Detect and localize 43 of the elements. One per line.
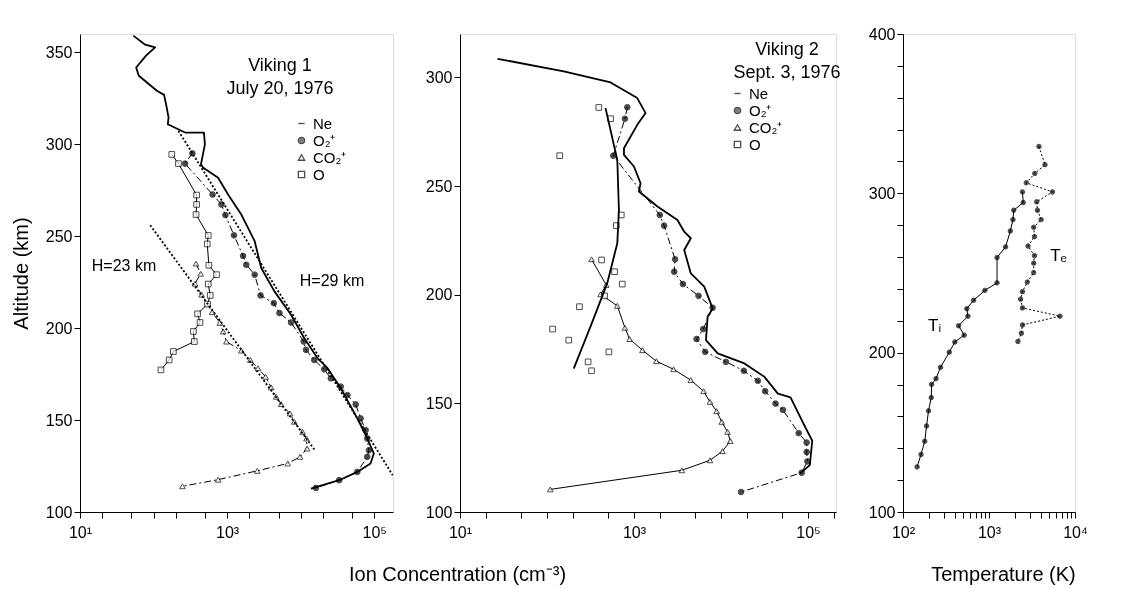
x-tick-label: 10³	[622, 523, 647, 541]
x-tick-label: 10¹	[68, 523, 93, 541]
x-axis-title: Temperature (K)	[931, 562, 1076, 585]
y-tick-label: 350	[45, 43, 73, 61]
legend-label: Ne	[749, 84, 769, 102]
y-tick-label: 250	[425, 177, 453, 195]
y-tick-label: 200	[868, 344, 896, 362]
legend-label: CO₂⁺	[313, 148, 347, 166]
chart-title: Viking 2	[755, 39, 819, 59]
text: Sept. 3, 1976	[733, 62, 841, 82]
y-tick-label: 150	[425, 394, 453, 412]
x-tick-label: 10³	[977, 523, 1002, 541]
annotation: H=23 km	[91, 257, 157, 274]
y-tick-label: 300	[425, 68, 453, 86]
x-tick-label: 10⁵	[796, 523, 821, 541]
y-tick-label: 200	[45, 319, 73, 337]
legend-label: Ne	[313, 114, 333, 132]
y-tick-label: 400	[868, 25, 896, 43]
y-axis-title: Altitude (km)	[9, 217, 32, 330]
x-axis-title: Ion Concentration (cm⁻³)	[348, 562, 567, 585]
series-label: Tᵢ	[928, 315, 942, 335]
x-tick-label: 10⁴	[1063, 523, 1088, 541]
series-label: Tₑ	[1050, 245, 1067, 265]
y-tick-label: 150	[45, 411, 73, 429]
text: July 20, 1976	[226, 78, 334, 98]
legend-label: O	[313, 165, 325, 183]
y-tick-label: 200	[425, 286, 453, 304]
y-tick-label: 300	[868, 184, 896, 202]
legend-label: O	[749, 135, 761, 153]
y-tick-label: 100	[45, 503, 73, 521]
legend-label: O₂⁺	[749, 101, 772, 119]
text: Viking 1	[248, 55, 312, 75]
x-tick-label: 10¹	[448, 523, 473, 541]
annotation: H=29 km	[299, 272, 365, 289]
y-tick-label: 250	[45, 227, 73, 245]
legend-label: O₂⁺	[313, 131, 336, 149]
y-tick-label: 300	[45, 135, 73, 153]
y-tick-label: 100	[425, 503, 453, 521]
x-tick-label: 10⁵	[362, 523, 387, 541]
legend-label: CO₂⁺	[749, 118, 783, 136]
x-tick-label: 10³	[216, 523, 240, 541]
x-tick-label: 10²	[891, 523, 916, 541]
y-tick-label: 100	[868, 503, 896, 521]
